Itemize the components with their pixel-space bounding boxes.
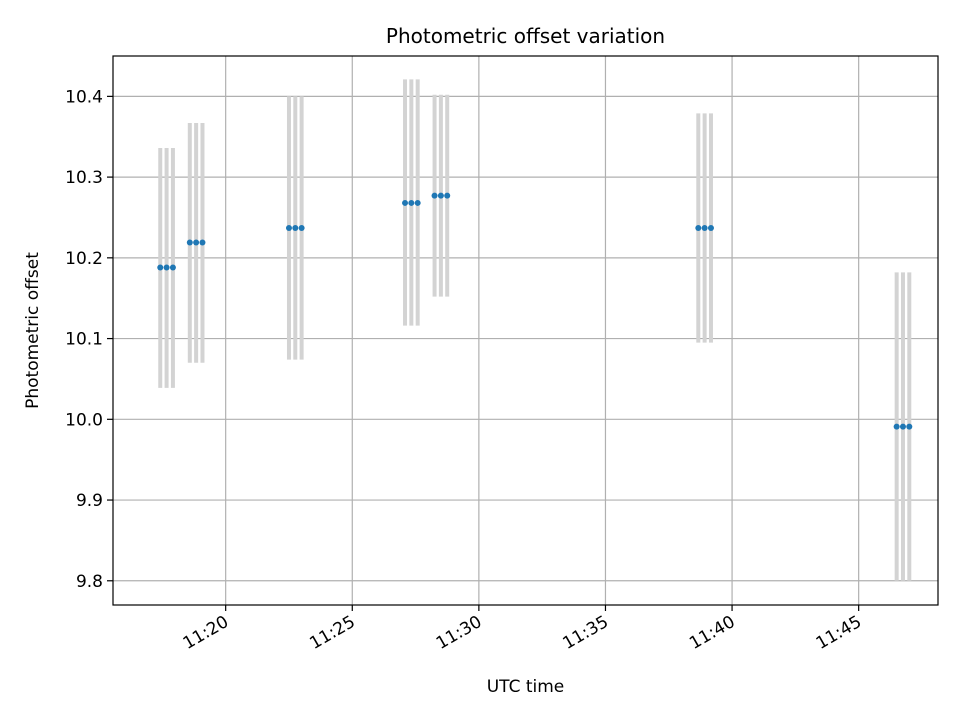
- data-point: [163, 264, 170, 271]
- data-point: [157, 264, 164, 271]
- data-point: [906, 423, 913, 430]
- data-point: [899, 423, 906, 430]
- x-axis-label: UTC time: [487, 677, 565, 697]
- data-point: [437, 192, 444, 199]
- data-point: [285, 224, 292, 231]
- data-point: [169, 264, 176, 271]
- data-point: [444, 192, 451, 199]
- data-point: [292, 224, 299, 231]
- data-point: [707, 224, 714, 231]
- data-point: [199, 239, 206, 246]
- y-tick-label: 10.4: [65, 87, 103, 107]
- y-tick-label: 9.8: [76, 572, 103, 592]
- data-point: [414, 199, 421, 206]
- data-point: [186, 239, 193, 246]
- data-point: [298, 224, 305, 231]
- y-axis-label: Photometric offset: [23, 252, 43, 409]
- y-tick-label: 10.0: [65, 410, 103, 430]
- y-tick-label: 10.2: [65, 249, 103, 269]
- data-point: [408, 199, 415, 206]
- data-point: [701, 224, 708, 231]
- plot-frame: [112, 55, 939, 606]
- point-layer: [157, 192, 913, 430]
- y-tick-label: 10.3: [65, 168, 103, 188]
- y-tick-label: 9.9: [76, 491, 103, 511]
- data-point: [402, 199, 409, 206]
- grid-layer: [113, 56, 938, 605]
- data-point: [431, 192, 438, 199]
- data-point: [193, 239, 200, 246]
- chart-title: Photometric offset variation: [386, 24, 665, 48]
- data-point: [893, 423, 900, 430]
- data-point: [695, 224, 702, 231]
- y-tick-label: 10.1: [65, 330, 103, 350]
